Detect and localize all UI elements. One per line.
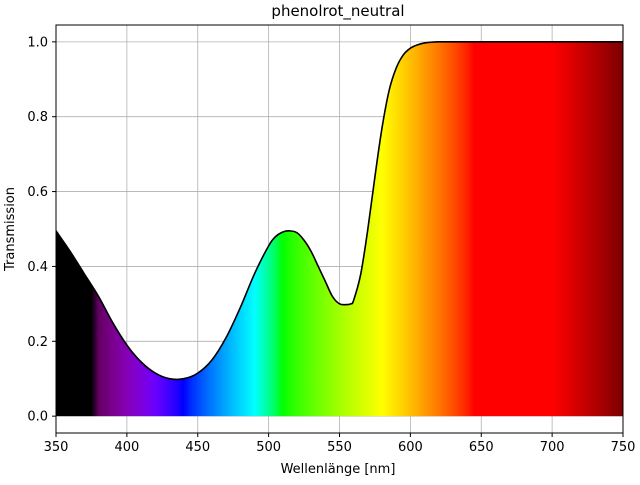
y-tick-label: 1.0 bbox=[27, 35, 48, 50]
y-tick-label: 0.2 bbox=[27, 335, 48, 350]
x-tick-label: 450 bbox=[185, 440, 210, 455]
y-axis-ticks: 0.0 0.2 0.4 0.6 0.8 1.0 bbox=[27, 35, 56, 425]
x-tick-label: 600 bbox=[398, 440, 423, 455]
x-tick-label: 700 bbox=[540, 440, 565, 455]
y-tick-label: 0.0 bbox=[27, 410, 48, 425]
x-tick-label: 400 bbox=[114, 440, 139, 455]
x-axis-ticks: 350 400 450 500 550 600 650 700 750 bbox=[44, 433, 636, 455]
x-tick-label: 550 bbox=[327, 440, 352, 455]
y-tick-label: 0.8 bbox=[27, 110, 48, 125]
y-axis-label: Transmission bbox=[3, 187, 18, 272]
x-axis-label: Wellenlänge [nm] bbox=[281, 462, 396, 477]
y-tick-label: 0.4 bbox=[27, 260, 48, 275]
series-line bbox=[55, 41, 623, 381]
x-tick-label: 750 bbox=[611, 440, 636, 455]
y-tick-label: 0.6 bbox=[27, 185, 48, 200]
x-tick-label: 350 bbox=[44, 440, 69, 455]
chart-title: phenolrot_neutral bbox=[271, 2, 404, 21]
x-tick-label: 500 bbox=[256, 440, 281, 455]
x-tick-label: 650 bbox=[469, 440, 494, 455]
